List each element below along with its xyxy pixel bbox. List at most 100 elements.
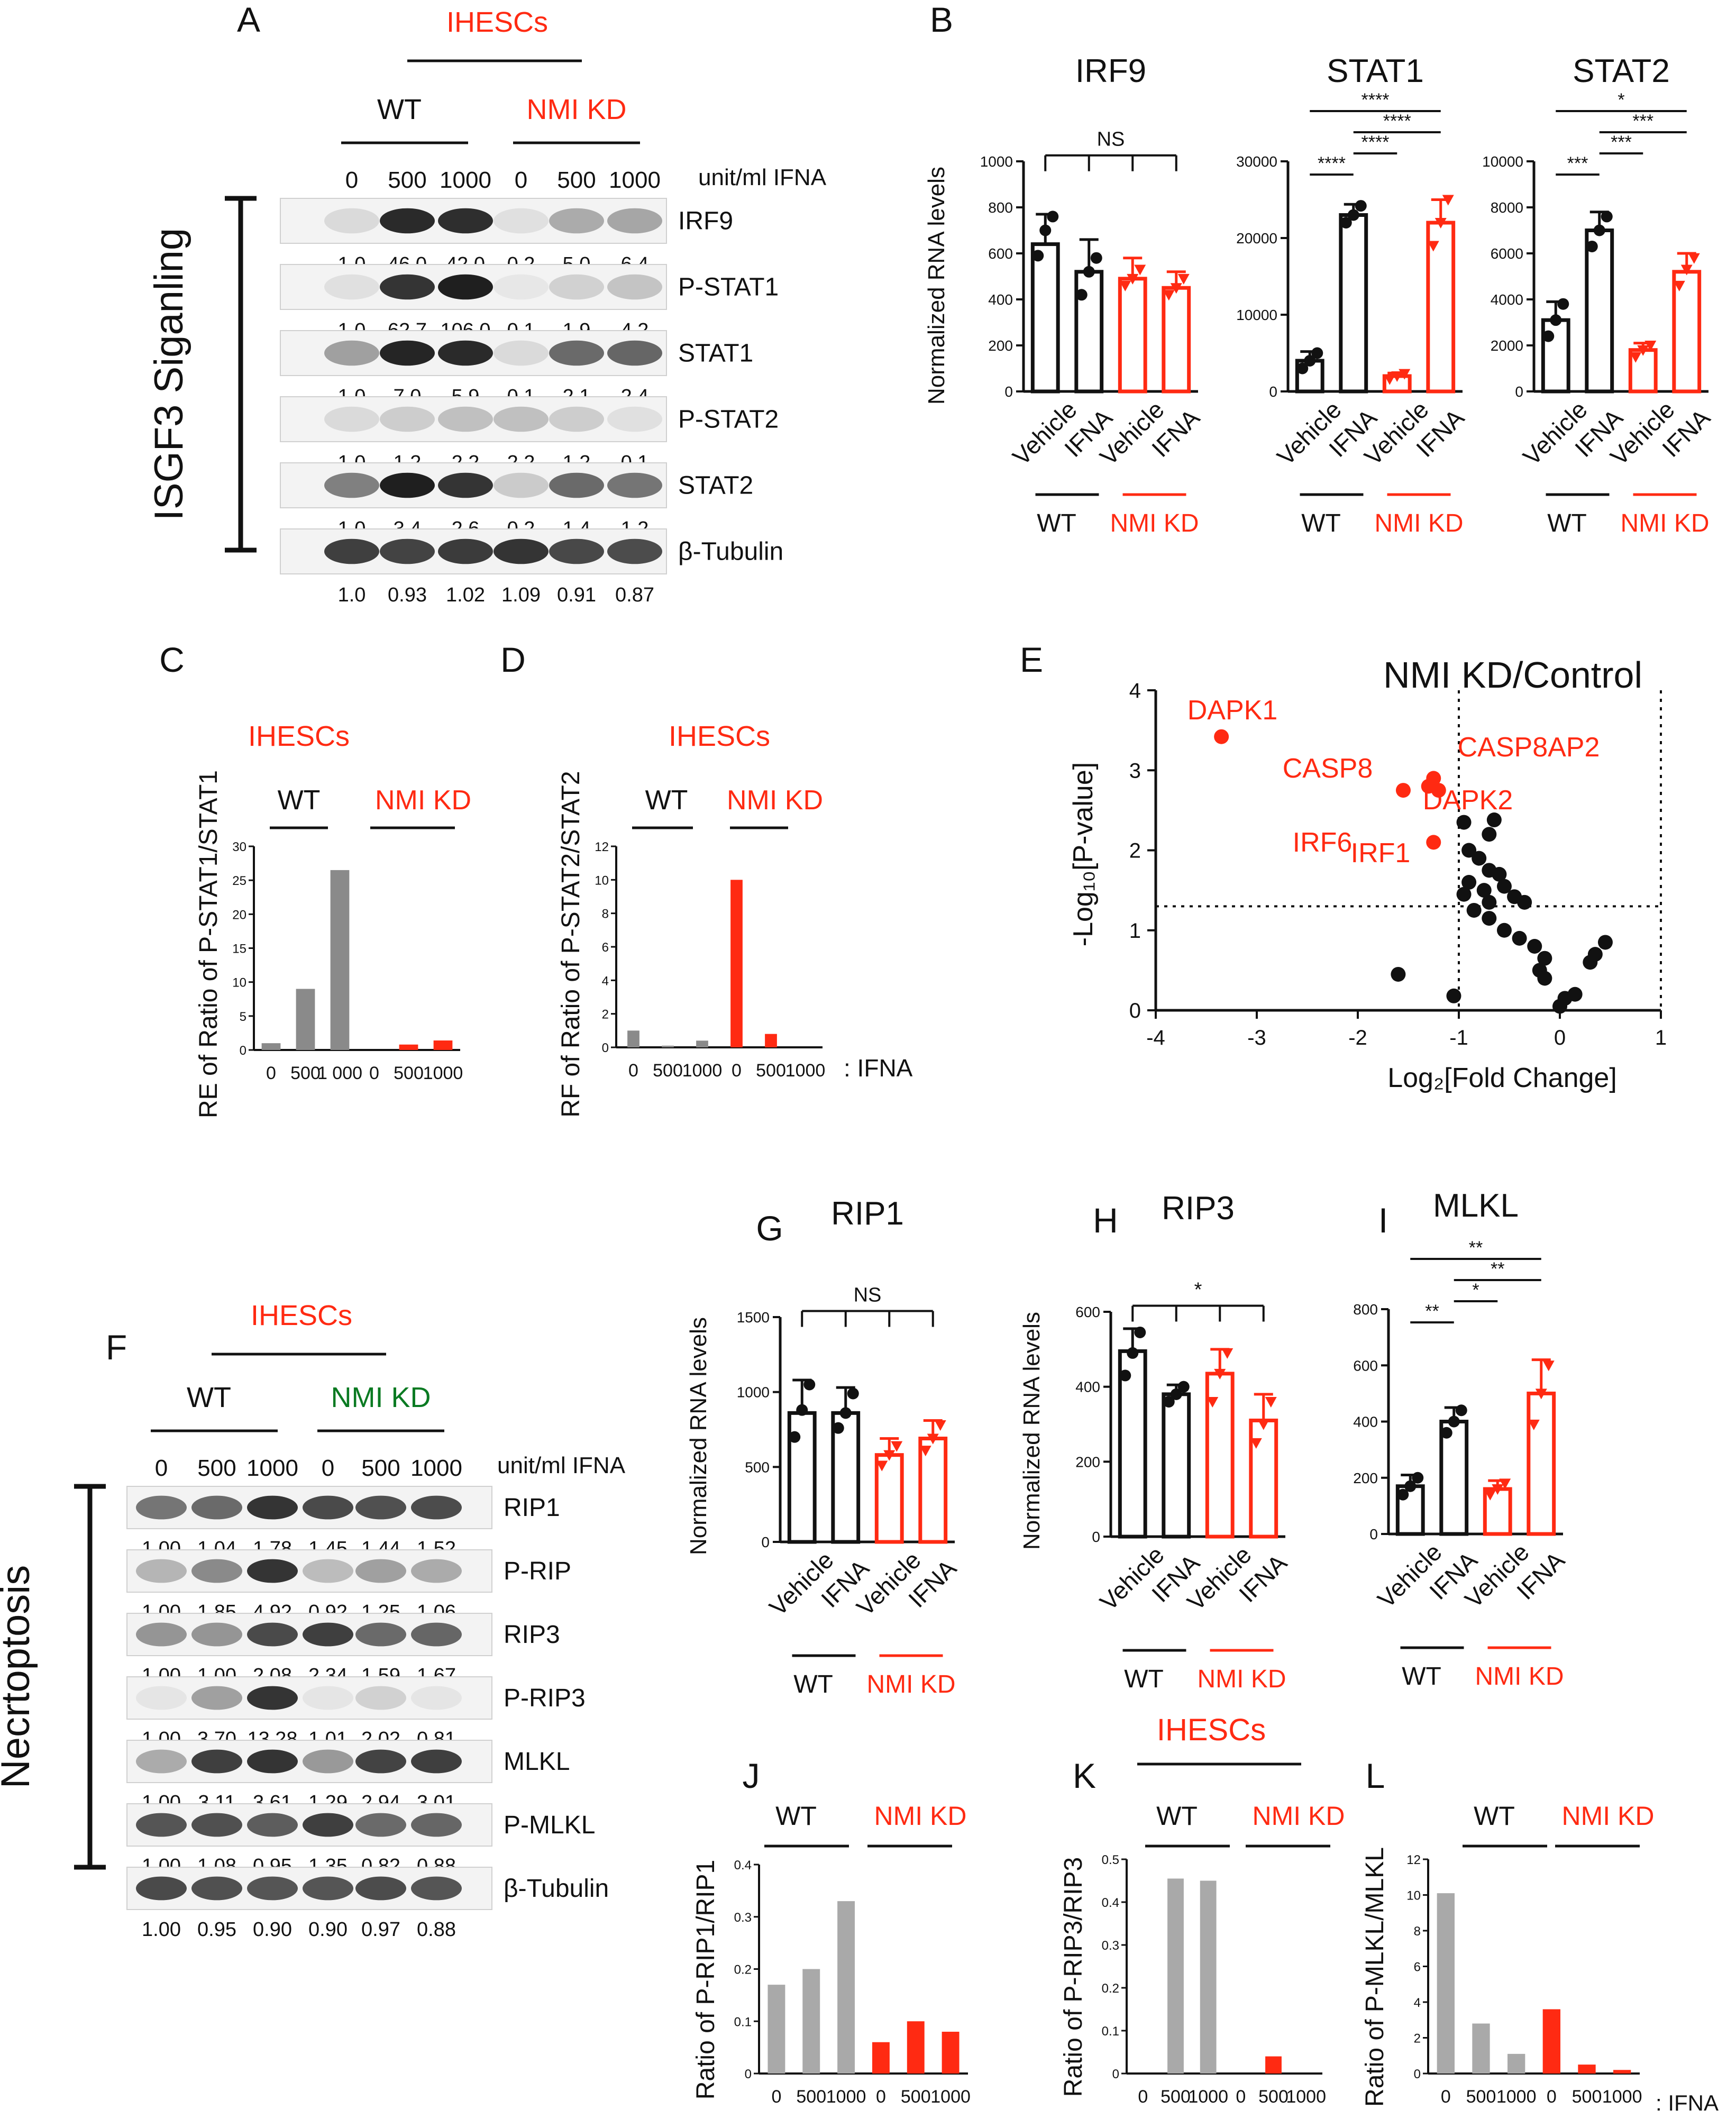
- data-point: [1496, 923, 1512, 938]
- blot-band: [438, 208, 493, 234]
- data-point: [1355, 200, 1367, 212]
- group-label-kd: NMI KD: [1253, 1801, 1345, 1831]
- blot-band: [247, 1622, 298, 1647]
- bar-0: [627, 1030, 639, 1047]
- x-tick-label: 1 000: [317, 1063, 362, 1083]
- blot-band: [411, 1686, 462, 1710]
- bar-5: [942, 2032, 960, 2074]
- y-tick-label: 20: [232, 908, 246, 922]
- x-tick-label: 500: [1466, 2087, 1496, 2107]
- band-quantification: 0.87: [615, 584, 654, 606]
- data-point: [1496, 879, 1512, 894]
- x-tick-label: 0: [266, 1063, 276, 1083]
- data-point: [1492, 866, 1507, 882]
- blot-band: [494, 538, 549, 564]
- y-axis-label: RE of Ratio of P-STAT1/STAT1: [195, 770, 223, 1118]
- panel-letter-D: D: [500, 640, 526, 679]
- data-point: [832, 1422, 844, 1434]
- cell-line-label: IHESCs: [251, 1300, 352, 1331]
- x-tick-label: 500: [1258, 2087, 1289, 2107]
- y-tick-label: 0: [1269, 383, 1277, 400]
- blot-band: [247, 1876, 298, 1901]
- protein-label: β-Tubulin: [678, 538, 783, 566]
- y-tick-label: 0.1: [1102, 2024, 1119, 2039]
- data-point: [839, 1407, 852, 1419]
- bar-2: [874, 1453, 904, 1544]
- y-tick-label: 12: [1406, 1853, 1421, 1867]
- x-tick-label: 1000: [1602, 2087, 1642, 2107]
- data-point: [1340, 217, 1352, 229]
- data-point: [1537, 951, 1552, 966]
- bar-5: [433, 1040, 453, 1050]
- data-point: [1404, 1480, 1417, 1492]
- group-label-kd: NMI KD: [1475, 1663, 1564, 1691]
- blot-band: [324, 538, 379, 564]
- y-tick-label: 600: [1075, 1304, 1100, 1320]
- y-tick-label: 3: [1129, 759, 1141, 782]
- y-tick-label: 0: [1129, 999, 1141, 1022]
- y-tick-label: 6000: [1491, 245, 1523, 262]
- blot-band: [191, 1622, 242, 1647]
- bar-4: [399, 1044, 418, 1050]
- bar-3: [1672, 270, 1702, 394]
- data-point: [1446, 988, 1461, 1003]
- x-tick-label: 0: [1554, 1026, 1566, 1049]
- data-point: [1482, 894, 1497, 910]
- y-tick-label: 2: [1414, 2032, 1421, 2046]
- x-tick-label: 1000: [826, 2087, 866, 2107]
- side-label: ISGF3 Siganling: [147, 228, 191, 520]
- band-quantification: 1.0: [338, 584, 366, 606]
- bar-1: [1339, 213, 1368, 394]
- y-tick-label: 4: [1129, 679, 1141, 702]
- data-point: [1586, 240, 1598, 252]
- blot-band: [247, 1495, 298, 1520]
- panel-letter-I: I: [1378, 1201, 1388, 1240]
- data-point: [1391, 371, 1403, 382]
- blot-band: [494, 208, 549, 234]
- data-point: [1550, 314, 1562, 326]
- band-quantification: 0.90: [253, 1919, 292, 1941]
- blot-band: [549, 274, 604, 300]
- chart-title: STAT2: [1573, 53, 1670, 89]
- data-point: [1119, 1369, 1131, 1382]
- band-quantification: 0.93: [388, 584, 427, 606]
- significance-label: **: [1491, 1259, 1504, 1279]
- y-tick-label: 1500: [737, 1309, 770, 1326]
- band-quantification: 0.95: [197, 1919, 236, 1941]
- blot-band: [438, 538, 493, 564]
- x-tick-label: 1000: [682, 1061, 723, 1081]
- data-point: [1442, 195, 1454, 206]
- gene-label: DAPK1: [1187, 695, 1278, 726]
- group-label-wt: WT: [278, 785, 321, 816]
- data-point: [1427, 241, 1439, 252]
- panel-letter-C: C: [159, 640, 185, 679]
- blot-band: [324, 208, 379, 234]
- bar-2: [696, 1040, 708, 1047]
- panel-letter-F: F: [106, 1328, 127, 1367]
- y-tick-label: 400: [1353, 1414, 1378, 1430]
- blot-band: [136, 1622, 187, 1647]
- y-tick-label: 200: [988, 337, 1013, 354]
- y-tick-label: 0: [240, 1044, 246, 1058]
- data-point: [1484, 1490, 1496, 1501]
- bar-0: [1541, 318, 1570, 394]
- bar-2: [1507, 2053, 1525, 2074]
- data-point: [1170, 1388, 1182, 1400]
- x-tick-label: 0: [771, 2087, 781, 2107]
- x-tick-label: 500: [1161, 2087, 1191, 2107]
- blot-band: [607, 472, 662, 498]
- x-tick-label: 1000: [930, 2087, 971, 2107]
- significance-label: **: [1425, 1301, 1439, 1321]
- unit-label: unit/ml IFNA: [698, 165, 827, 190]
- blot-band: [494, 472, 549, 498]
- blot-band: [355, 1622, 406, 1647]
- dose-label: 1000: [609, 167, 661, 193]
- data-point: [1466, 902, 1482, 918]
- dose-label: 500: [197, 1455, 236, 1481]
- x-tick-label: 500: [756, 1061, 786, 1081]
- data-point: [1127, 273, 1139, 285]
- y-tick-label: 600: [988, 245, 1013, 262]
- bar-0: [768, 1985, 785, 2074]
- blot-band: [607, 538, 662, 564]
- cell-line-label: IHESCs: [669, 720, 770, 752]
